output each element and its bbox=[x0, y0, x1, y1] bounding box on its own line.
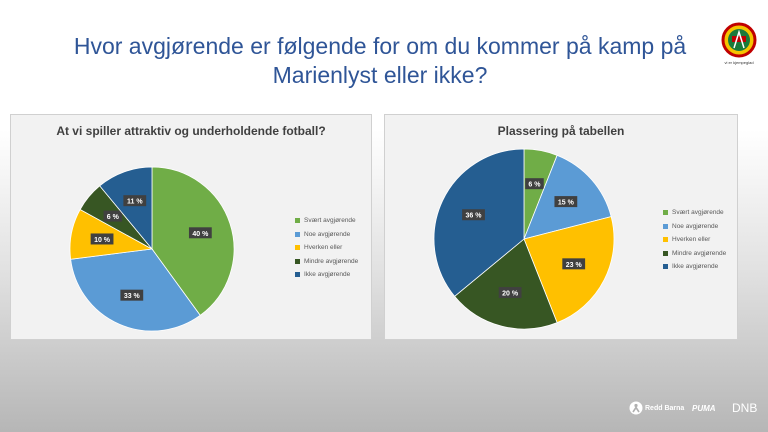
legend-swatch bbox=[295, 218, 300, 224]
legend-item-svaert-avgjorende: Svært avgjørende bbox=[295, 214, 358, 228]
data-label-box bbox=[103, 210, 123, 222]
pie-slice-ikke-avgjorende bbox=[433, 148, 525, 297]
data-label-text: 6 % bbox=[528, 182, 541, 189]
data-label: 15 % bbox=[554, 196, 578, 208]
data-label-text: 6 % bbox=[107, 214, 120, 221]
data-label-text: 36 % bbox=[466, 213, 483, 220]
data-label-box bbox=[123, 195, 147, 207]
data-label-box bbox=[188, 227, 212, 239]
legend-label: Hverken eller bbox=[304, 244, 343, 252]
pie-slice-ikke-avgjorende bbox=[99, 166, 153, 251]
data-label: 11 % bbox=[123, 195, 147, 207]
legend-swatch bbox=[663, 223, 668, 229]
data-label-box bbox=[498, 287, 522, 299]
legend-label: Noe avgjørende bbox=[304, 230, 351, 238]
data-label-text: 15 % bbox=[558, 200, 575, 207]
logo-text: vi er kjempeglad bbox=[724, 60, 754, 65]
data-label: 40 % bbox=[188, 227, 212, 239]
redd-barna-icon bbox=[629, 401, 643, 415]
pie-slice-svaert-avgjorende bbox=[151, 166, 235, 316]
data-label: 23 % bbox=[562, 258, 586, 270]
legend-label: Ikke avgjørende bbox=[672, 263, 719, 271]
data-label: 10 % bbox=[90, 233, 114, 245]
redd-barna-logo: Redd Barna bbox=[629, 398, 687, 418]
legend-swatch bbox=[663, 237, 668, 243]
legend-left: Svært avgjørende Noe avgjørende Hverken el… bbox=[295, 214, 358, 282]
data-label-text: 20 % bbox=[502, 291, 519, 298]
legend-swatch bbox=[295, 272, 300, 278]
dnb-text: DNB bbox=[732, 401, 758, 415]
data-label: 6 % bbox=[525, 178, 544, 190]
legend-swatch bbox=[295, 245, 300, 251]
chart-title-left: At vi spiller attraktiv og underholdende… bbox=[56, 124, 326, 138]
legend-item-hverken-eller: Hverken eller bbox=[663, 233, 726, 247]
data-label-box bbox=[90, 233, 114, 245]
club-logo-icon bbox=[721, 22, 757, 58]
legend-swatch bbox=[295, 258, 300, 264]
legend-label: Mindre avgjørende bbox=[672, 249, 727, 257]
legend-label: Hverken eller bbox=[672, 236, 711, 244]
data-label-box bbox=[554, 196, 578, 208]
legend-item-svaert-avgjorende: Svært avgjørende bbox=[663, 206, 726, 220]
chart-title-right: Plassering på tabellen bbox=[497, 124, 625, 138]
legend-item-ikke-avgjorende: Ikke avgjørende bbox=[295, 268, 358, 282]
puma-text: PUMA bbox=[692, 403, 716, 413]
data-label-box bbox=[120, 289, 144, 301]
slide-title-line-2: Marienlyst eller ikke? bbox=[272, 62, 488, 88]
pie-chart-right: 6 % 15 % 23 % 20 % 36 % bbox=[433, 148, 615, 330]
legend-label: Ikke avgjørende bbox=[304, 271, 351, 279]
slide-title: Hvor avgjørende er følgende for om du ko… bbox=[40, 32, 720, 90]
chart-panel-left: At vi spiller attraktiv og underholdende… bbox=[10, 114, 372, 340]
legend-swatch bbox=[663, 250, 668, 256]
pie-slice-mindre-avgjorende bbox=[454, 238, 558, 330]
puma-logo: PUMA bbox=[692, 398, 722, 418]
legend-item-noe-avgjorende: Noe avgjørende bbox=[663, 220, 726, 234]
legend-label: Svært avgjørende bbox=[304, 217, 356, 225]
data-label: 6 % bbox=[103, 210, 123, 222]
data-label-text: 23 % bbox=[566, 262, 583, 269]
pie-slice-hverken-eller bbox=[523, 216, 615, 324]
data-label-box bbox=[462, 209, 485, 221]
chart-panel-right: Plassering på tabellen 6 % 15 % 23 % 20 % 36… bbox=[384, 114, 738, 340]
legend-item-hverken-eller: Hverken eller bbox=[295, 241, 358, 255]
data-label: 20 % bbox=[498, 287, 522, 299]
legend-label: Svært avgjørende bbox=[672, 209, 724, 217]
legend-item-mindre-avgjorende: Mindre avgjørende bbox=[295, 255, 358, 269]
slide-title-line-1: Hvor avgjørende er følgende for om du ko… bbox=[73, 33, 687, 59]
data-label: 36 % bbox=[462, 209, 485, 221]
data-label-text: 33 % bbox=[124, 293, 141, 300]
data-label-text: 10 % bbox=[94, 237, 111, 244]
data-label-box bbox=[562, 258, 586, 270]
legend-swatch bbox=[295, 231, 300, 237]
pie-chart-left: 40 % 33 % 10 % 6 % 11 % bbox=[69, 166, 235, 332]
redd-barna-text: Redd Barna bbox=[645, 404, 685, 412]
legend-swatch bbox=[663, 264, 668, 270]
dnb-logo: DNB bbox=[732, 398, 762, 418]
legend-label: Mindre avgjørende bbox=[304, 257, 359, 265]
legend-label: Noe avgjørende bbox=[672, 222, 719, 230]
data-label-text: 40 % bbox=[192, 231, 209, 238]
legend-swatch bbox=[663, 210, 668, 216]
legend-right: Svært avgjørende Noe avgjørende Hverken el… bbox=[663, 206, 726, 274]
legend-item-mindre-avgjorende: Mindre avgjørende bbox=[663, 247, 726, 261]
data-label-text: 11 % bbox=[127, 199, 143, 206]
data-label: 33 % bbox=[120, 289, 144, 301]
data-label-box bbox=[525, 178, 544, 190]
legend-item-noe-avgjorende: Noe avgjørende bbox=[295, 228, 358, 242]
legend-item-ikke-avgjorende: Ikke avgjørende bbox=[663, 260, 726, 274]
